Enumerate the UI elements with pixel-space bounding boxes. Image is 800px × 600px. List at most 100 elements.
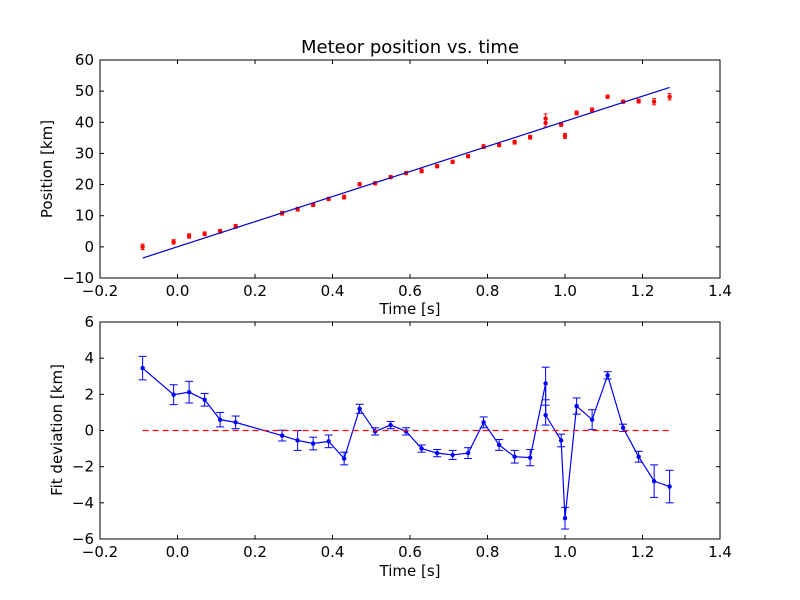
x-tick-label: 1.0 [553, 282, 577, 300]
data-point [450, 159, 455, 165]
x-tick-label: −0.2 [82, 543, 118, 561]
data-point [202, 231, 207, 236]
x-tick-label: 0.8 [476, 543, 500, 561]
chart-title: Meteor position vs. time [301, 37, 519, 58]
bottom-y-axis-label: Fit deviation [km] [48, 364, 66, 496]
y-tick-label: 10 [75, 207, 94, 225]
x-tick-label: 0.0 [166, 282, 190, 300]
y-tick-label: 0 [84, 238, 94, 256]
fit-line [142, 86, 670, 259]
data-point [233, 420, 238, 425]
fit-deviation-panel: −0.2 0.0 0.2 0.4 0.6 0.8 1.0 1.2 1.4 −6 −4 −2 0 2 4 6 T… [48, 313, 732, 580]
top-x-axis-label: Time [s] [379, 300, 441, 318]
top-axis-ticks: −0.2 0.0 0.2 0.4 0.6 0.8 1.0 1.2 1.4 −10 0 10 20 30 40… [62, 51, 732, 300]
data-point [372, 429, 378, 434]
data-point [667, 484, 672, 489]
y-tick-label: −4 [72, 494, 94, 512]
x-tick-label: 0.4 [321, 543, 345, 561]
x-tick-label: 0.6 [398, 543, 422, 561]
data-point [434, 163, 440, 169]
data-point [574, 110, 579, 116]
x-tick-label: 1.2 [631, 282, 655, 300]
x-tick-label: 0.4 [321, 282, 345, 300]
y-tick-label: −2 [72, 458, 94, 476]
data-point [562, 516, 568, 521]
data-point [450, 452, 455, 458]
data-point [605, 94, 610, 99]
data-point [496, 142, 502, 148]
data-point [543, 381, 548, 386]
data-point [620, 425, 626, 430]
y-tick-label: 40 [75, 113, 94, 131]
x-tick-label: 0.8 [476, 282, 500, 300]
data-point [589, 107, 595, 113]
data-point [558, 438, 564, 443]
data-point [651, 478, 657, 484]
data-point [357, 406, 362, 411]
x-tick-label: 0.2 [243, 543, 267, 561]
data-point [465, 154, 471, 159]
deviation-line [142, 367, 670, 519]
data-point [171, 239, 176, 245]
deviation-plot-marks [138, 355, 674, 530]
data-point [605, 373, 610, 378]
data-point [295, 438, 300, 443]
data-point [636, 98, 641, 104]
x-tick-label: 0.6 [398, 282, 422, 300]
data-point [403, 429, 409, 434]
data-point [419, 168, 424, 174]
position-vs-time-panel: Meteor position vs. time −0.2 0.0 0.2 0.4 0.… [38, 37, 732, 318]
data-point [434, 450, 440, 456]
position-plot-marks [140, 86, 672, 259]
data-point [171, 392, 176, 397]
data-point [140, 244, 145, 250]
data-point [326, 439, 331, 444]
data-point [512, 454, 517, 459]
data-point [589, 417, 595, 422]
data-point [574, 403, 579, 409]
data-point [562, 133, 568, 139]
x-tick-label: 0.0 [166, 543, 190, 561]
y-tick-label: 6 [84, 313, 94, 331]
data-point [465, 450, 471, 456]
data-point [527, 455, 533, 460]
y-tick-label: −6 [72, 530, 94, 548]
data-point [496, 442, 502, 448]
data-point [357, 182, 362, 187]
data-point [186, 233, 192, 239]
data-point [419, 446, 424, 451]
x-tick-label: 1.4 [708, 543, 732, 561]
top-y-axis-label: Position [km] [38, 120, 56, 218]
bottom-axis-ticks: −0.2 0.0 0.2 0.4 0.6 0.8 1.0 1.2 1.4 −6 −4 −2 0 2 4 6 [72, 313, 732, 561]
y-tick-label: 4 [84, 349, 94, 367]
data-point [543, 116, 548, 121]
y-tick-label: −10 [62, 269, 94, 287]
x-tick-label: 1.0 [553, 543, 577, 561]
x-tick-label: 0.2 [243, 282, 267, 300]
data-point [279, 433, 285, 438]
data-point [341, 456, 347, 461]
data-point [651, 99, 657, 104]
bottom-x-axis-label: Time [s] [379, 562, 441, 580]
data-point [481, 420, 486, 425]
data-point [217, 417, 223, 422]
data-point [543, 412, 548, 418]
data-point [341, 194, 347, 200]
y-tick-label: 50 [75, 82, 94, 100]
y-tick-label: 30 [75, 144, 94, 162]
x-tick-label: 1.2 [631, 543, 655, 561]
data-point [527, 135, 533, 140]
x-tick-label: 1.4 [708, 282, 732, 300]
data-point [667, 94, 672, 99]
data-point [202, 397, 207, 402]
y-tick-label: 60 [75, 51, 94, 69]
data-point [388, 422, 393, 428]
y-tick-label: 2 [84, 385, 94, 403]
x-tick-label: −0.2 [82, 282, 118, 300]
data-point [512, 140, 517, 145]
y-tick-label: 0 [84, 422, 94, 440]
data-point [186, 389, 192, 395]
data-point [636, 454, 641, 459]
